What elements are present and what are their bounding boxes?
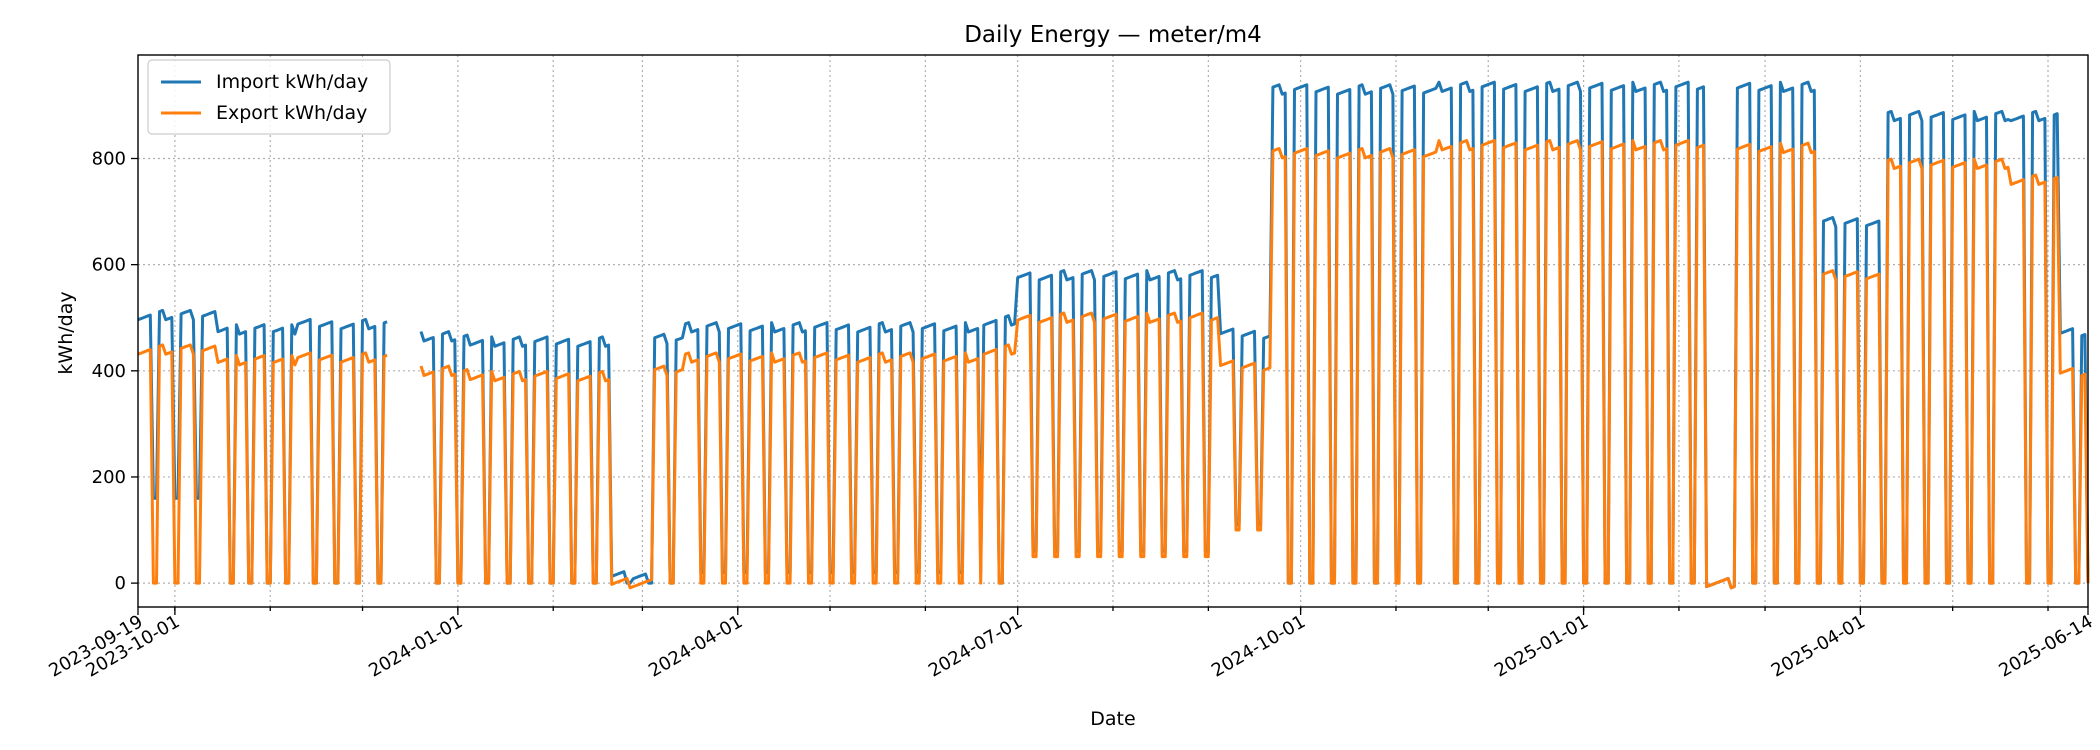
legend-box	[147, 59, 391, 135]
legend: Import kWh/day Export kWh/day	[147, 59, 391, 135]
series-line-export	[137, 343, 388, 585]
y-tick-label: 600	[92, 255, 126, 276]
y-tick-label: 400	[92, 361, 126, 382]
y-axis-title: kWh/day	[55, 291, 77, 374]
y-tick-label: 800	[92, 149, 126, 170]
y-tick-label: 200	[92, 467, 126, 488]
series-line-export	[419, 139, 2090, 590]
series-layer	[137, 80, 2090, 590]
legend-label-import: Import kWh/day	[216, 71, 368, 93]
y-tick-label: 0	[115, 573, 126, 594]
legend-label-export: Export kWh/day	[216, 102, 367, 124]
x-axis-title: Date	[1090, 708, 1135, 730]
chart-title: Daily Energy — meter/m4	[964, 22, 1262, 48]
